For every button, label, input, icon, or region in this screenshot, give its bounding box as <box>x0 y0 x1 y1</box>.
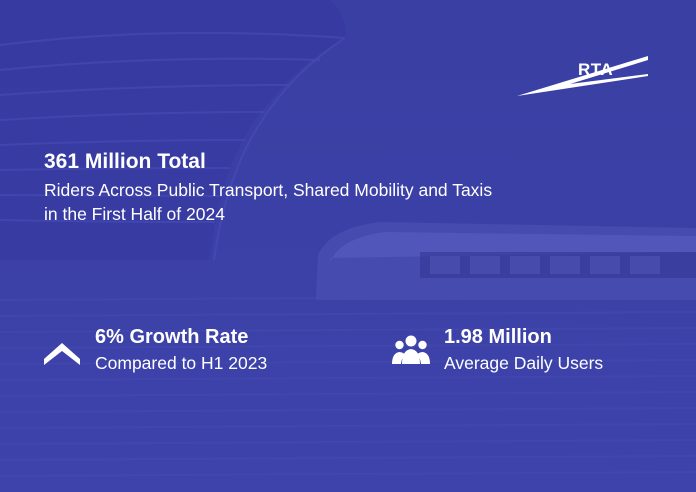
daily-users-subtitle: Average Daily Users <box>444 353 604 373</box>
headline-title: 361 Million Total <box>44 150 206 173</box>
up-chevron-icon <box>44 343 80 365</box>
users-group-icon <box>392 335 430 364</box>
rta-logo <box>517 56 648 96</box>
growth-rate-title: 6% Growth Rate <box>95 326 249 348</box>
headline-subtitle-line-2: in the First Half of 2024 <box>44 204 225 224</box>
headline-subtitle-line-1: Riders Across Public Transport, Shared M… <box>44 180 493 200</box>
growth-rate-subtitle: Compared to H1 2023 <box>95 353 268 373</box>
daily-users-title: 1.98 Million <box>444 326 552 348</box>
rta-logo-text: RTA <box>578 60 614 79</box>
